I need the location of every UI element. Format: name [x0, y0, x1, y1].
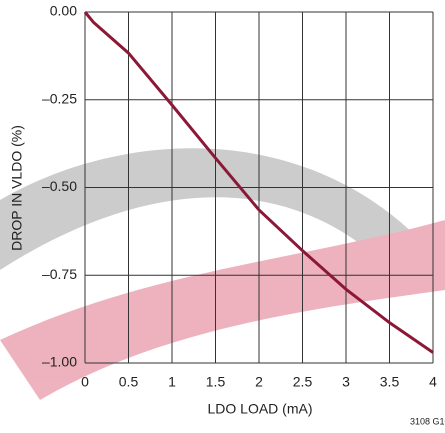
x-tick-label: 3 [342, 374, 350, 390]
x-tick-label: 3.5 [380, 374, 400, 390]
x-tick-label: 1.5 [206, 374, 226, 390]
watermark-pink [0, 220, 445, 400]
y-tick-label: 0.00 [50, 3, 77, 19]
y-tick-label: –1.00 [42, 354, 77, 370]
x-tick-label: 2 [255, 374, 263, 390]
watermark-gray [0, 148, 420, 270]
x-tick-label: 0 [81, 374, 89, 390]
y-axis-label: DROP IN VLDO (%) [9, 125, 25, 251]
watermark [0, 148, 445, 400]
y-tick-label: –0.50 [42, 178, 77, 194]
data-line [83, 11, 434, 354]
x-axis-label: LDO LOAD (mA) [207, 401, 312, 417]
figure-label: 3108 G10 [410, 416, 445, 426]
y-tick-label: –0.25 [42, 90, 77, 106]
x-tick-label: 0.5 [119, 374, 139, 390]
y-tick-label: –0.75 [42, 266, 77, 282]
x-tick-label: 1 [168, 374, 176, 390]
x-tick-label: 4 [429, 374, 437, 390]
x-tick-label: 2.5 [293, 374, 313, 390]
